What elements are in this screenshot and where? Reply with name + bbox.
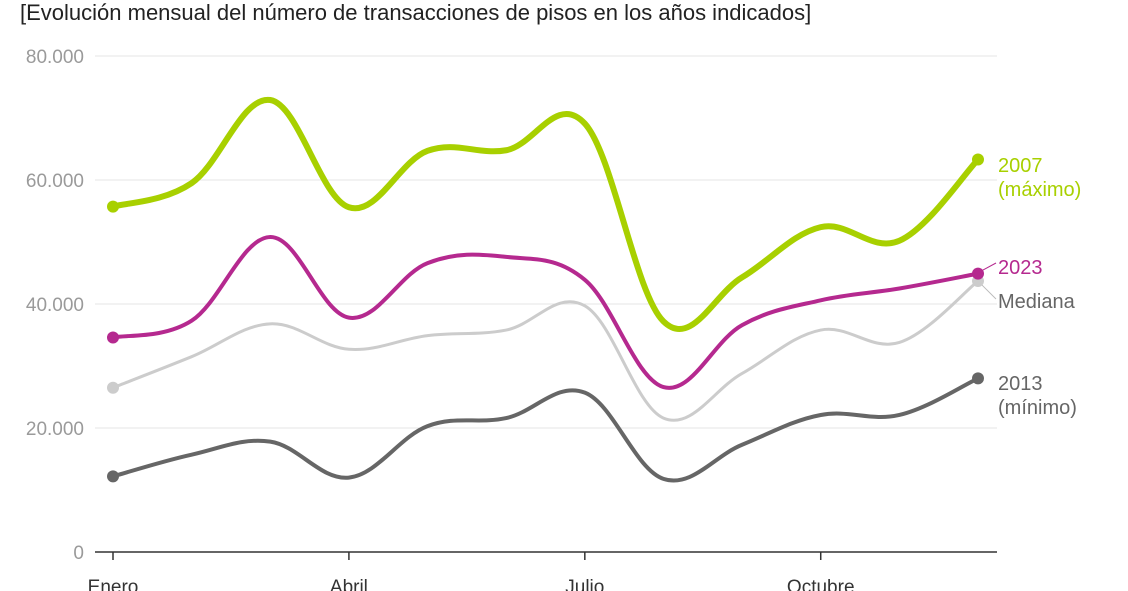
label-leader-2023 [981, 262, 997, 272]
x-tick-label: Octubre [787, 577, 855, 591]
series-start-point-mediana [107, 381, 119, 394]
series-label-mediana: Mediana [998, 291, 1076, 313]
series-start-point-2007 [107, 200, 119, 213]
x-axis: Enero Abril Julio Octubre [88, 551, 997, 591]
series-end-point-2023 [972, 267, 984, 280]
series-labels: Mediana 2013(mínimo) 2023 2007(máximo) [981, 155, 1081, 419]
series-label-2013: 2013 [998, 373, 1043, 395]
series-label-2023: 2023 [998, 257, 1043, 279]
grid-lines [95, 55, 997, 429]
series-line-2023 [111, 235, 980, 390]
series-line-mediana [111, 279, 980, 422]
series-end-point-2007 [972, 153, 984, 166]
y-axis-ticks: 0 20.000 40.000 60.000 80.000 [26, 47, 84, 564]
series-line-2013 [111, 376, 980, 483]
series-lines [110, 97, 981, 483]
y-tick-label: 40.000 [26, 295, 84, 316]
y-tick-label: 20.000 [26, 419, 84, 440]
series-end-point-2013 [972, 372, 984, 385]
series-line-2007 [110, 97, 981, 332]
label-leader-mediana [981, 284, 997, 300]
series-start-point-2013 [107, 470, 119, 483]
series-label-2007: 2007 [998, 155, 1043, 177]
chart-title: [Evolución mensual del número de transac… [20, 0, 812, 25]
y-tick-label: 80.000 [26, 47, 84, 68]
y-tick-label: 0 [73, 543, 84, 564]
series-label-2013: (mínimo) [998, 397, 1077, 419]
x-tick-label: Julio [565, 577, 604, 591]
series-label-2007: (máximo) [998, 179, 1081, 201]
x-tick-label: Enero [88, 577, 139, 591]
y-tick-label: 60.000 [26, 171, 84, 192]
series-start-point-2023 [107, 331, 119, 344]
x-tick-label: Abril [330, 577, 368, 591]
series-end-points [107, 153, 984, 483]
